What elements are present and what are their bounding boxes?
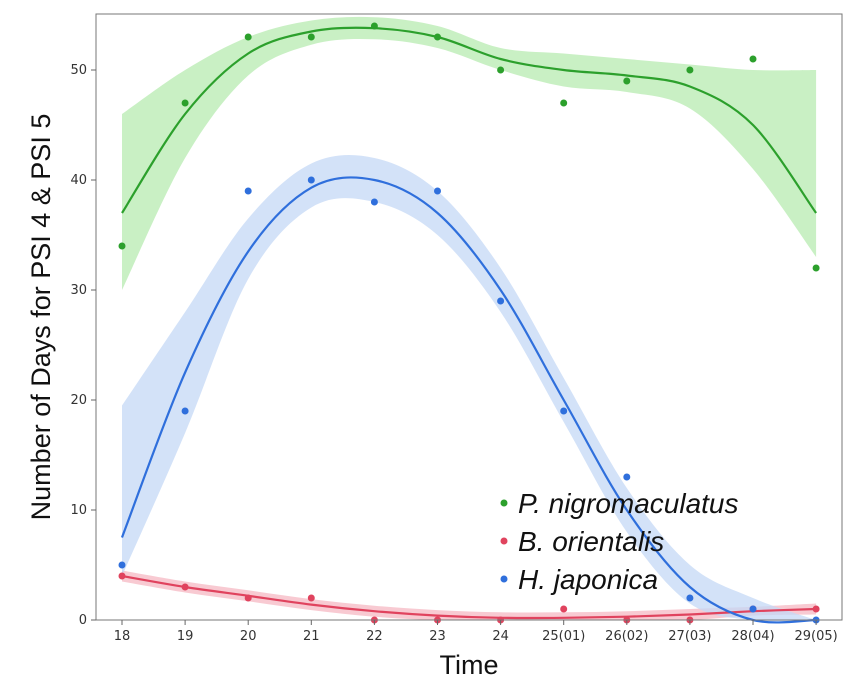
legend-item: H. japonica (500, 564, 658, 595)
confidence-bands (122, 16, 817, 622)
legend-label: B. orientalis (518, 526, 664, 557)
x-tick-label: 28(04) (731, 629, 774, 644)
confidence-band (122, 16, 817, 291)
data-point (623, 77, 631, 85)
data-point (497, 297, 505, 305)
fit-lines (120, 26, 817, 624)
legend-marker (500, 575, 508, 583)
data-point (118, 572, 126, 580)
x-tick-label: 24 (492, 629, 509, 644)
y-tick-label: 50 (70, 63, 87, 78)
data-point (181, 407, 189, 415)
data-point (181, 99, 189, 107)
data-point (623, 473, 631, 481)
x-tick-label: 29(05) (794, 629, 837, 644)
data-point (749, 605, 757, 613)
data-point (686, 594, 694, 602)
x-tick-label: 22 (366, 629, 383, 644)
confidence-band (122, 570, 817, 621)
plot-frame (95, 13, 843, 621)
y-axis-title: Number of Days for PSI 4 & PSI 5 (26, 114, 56, 521)
legend-label: H. japonica (518, 564, 658, 595)
data-point (307, 594, 315, 602)
x-axis: 18 19 20 21 22 23 24 25(01) 26(02) 27(03) 28(04) 29… (114, 620, 838, 644)
x-axis-title: Time (440, 650, 499, 680)
fit-line (121, 574, 817, 620)
x-tick-label: 20 (240, 629, 257, 644)
data-point (181, 583, 189, 591)
y-tick-label: 40 (70, 173, 87, 188)
legend: P. nigromaculatus B. orientalis H. japon… (500, 488, 739, 595)
y-tick-label: 20 (70, 393, 87, 408)
data-point (307, 33, 315, 41)
legend-label: P. nigromaculatus (518, 488, 739, 519)
x-tick-label: 27(03) (668, 629, 711, 644)
legend-marker (500, 499, 508, 507)
data-point (244, 187, 252, 195)
y-tick-label: 10 (70, 503, 87, 518)
confidence-band (122, 155, 817, 622)
data-point (560, 99, 568, 107)
data-point (686, 66, 694, 74)
data-point (370, 22, 378, 30)
y-axis: 0 10 20 30 40 50 (70, 63, 96, 628)
x-tick-label: 23 (429, 629, 446, 644)
data-point (560, 407, 568, 415)
y-tick-label: 0 (79, 613, 87, 628)
data-point (118, 561, 126, 569)
data-point (434, 33, 441, 41)
data-point (307, 176, 315, 184)
data-point (370, 198, 378, 206)
x-tick-label: 21 (303, 629, 320, 644)
data-point (812, 264, 820, 272)
data-point (560, 605, 568, 613)
data-point (749, 55, 757, 63)
data-point (812, 605, 820, 613)
data-point (118, 242, 126, 250)
legend-item: B. orientalis (500, 526, 664, 557)
data-point (244, 594, 252, 602)
legend-item: P. nigromaculatus (500, 488, 739, 519)
data-point (497, 66, 505, 74)
data-point (244, 33, 252, 41)
data-point (434, 187, 441, 195)
fit-line (121, 26, 817, 214)
x-tick-label: 19 (177, 629, 194, 644)
fit-line (120, 176, 817, 624)
legend-marker (500, 537, 508, 545)
x-tick-label: 26(02) (605, 629, 648, 644)
x-tick-label: 25(01) (542, 629, 585, 644)
x-tick-label: 18 (114, 629, 131, 644)
y-tick-label: 30 (70, 283, 87, 298)
